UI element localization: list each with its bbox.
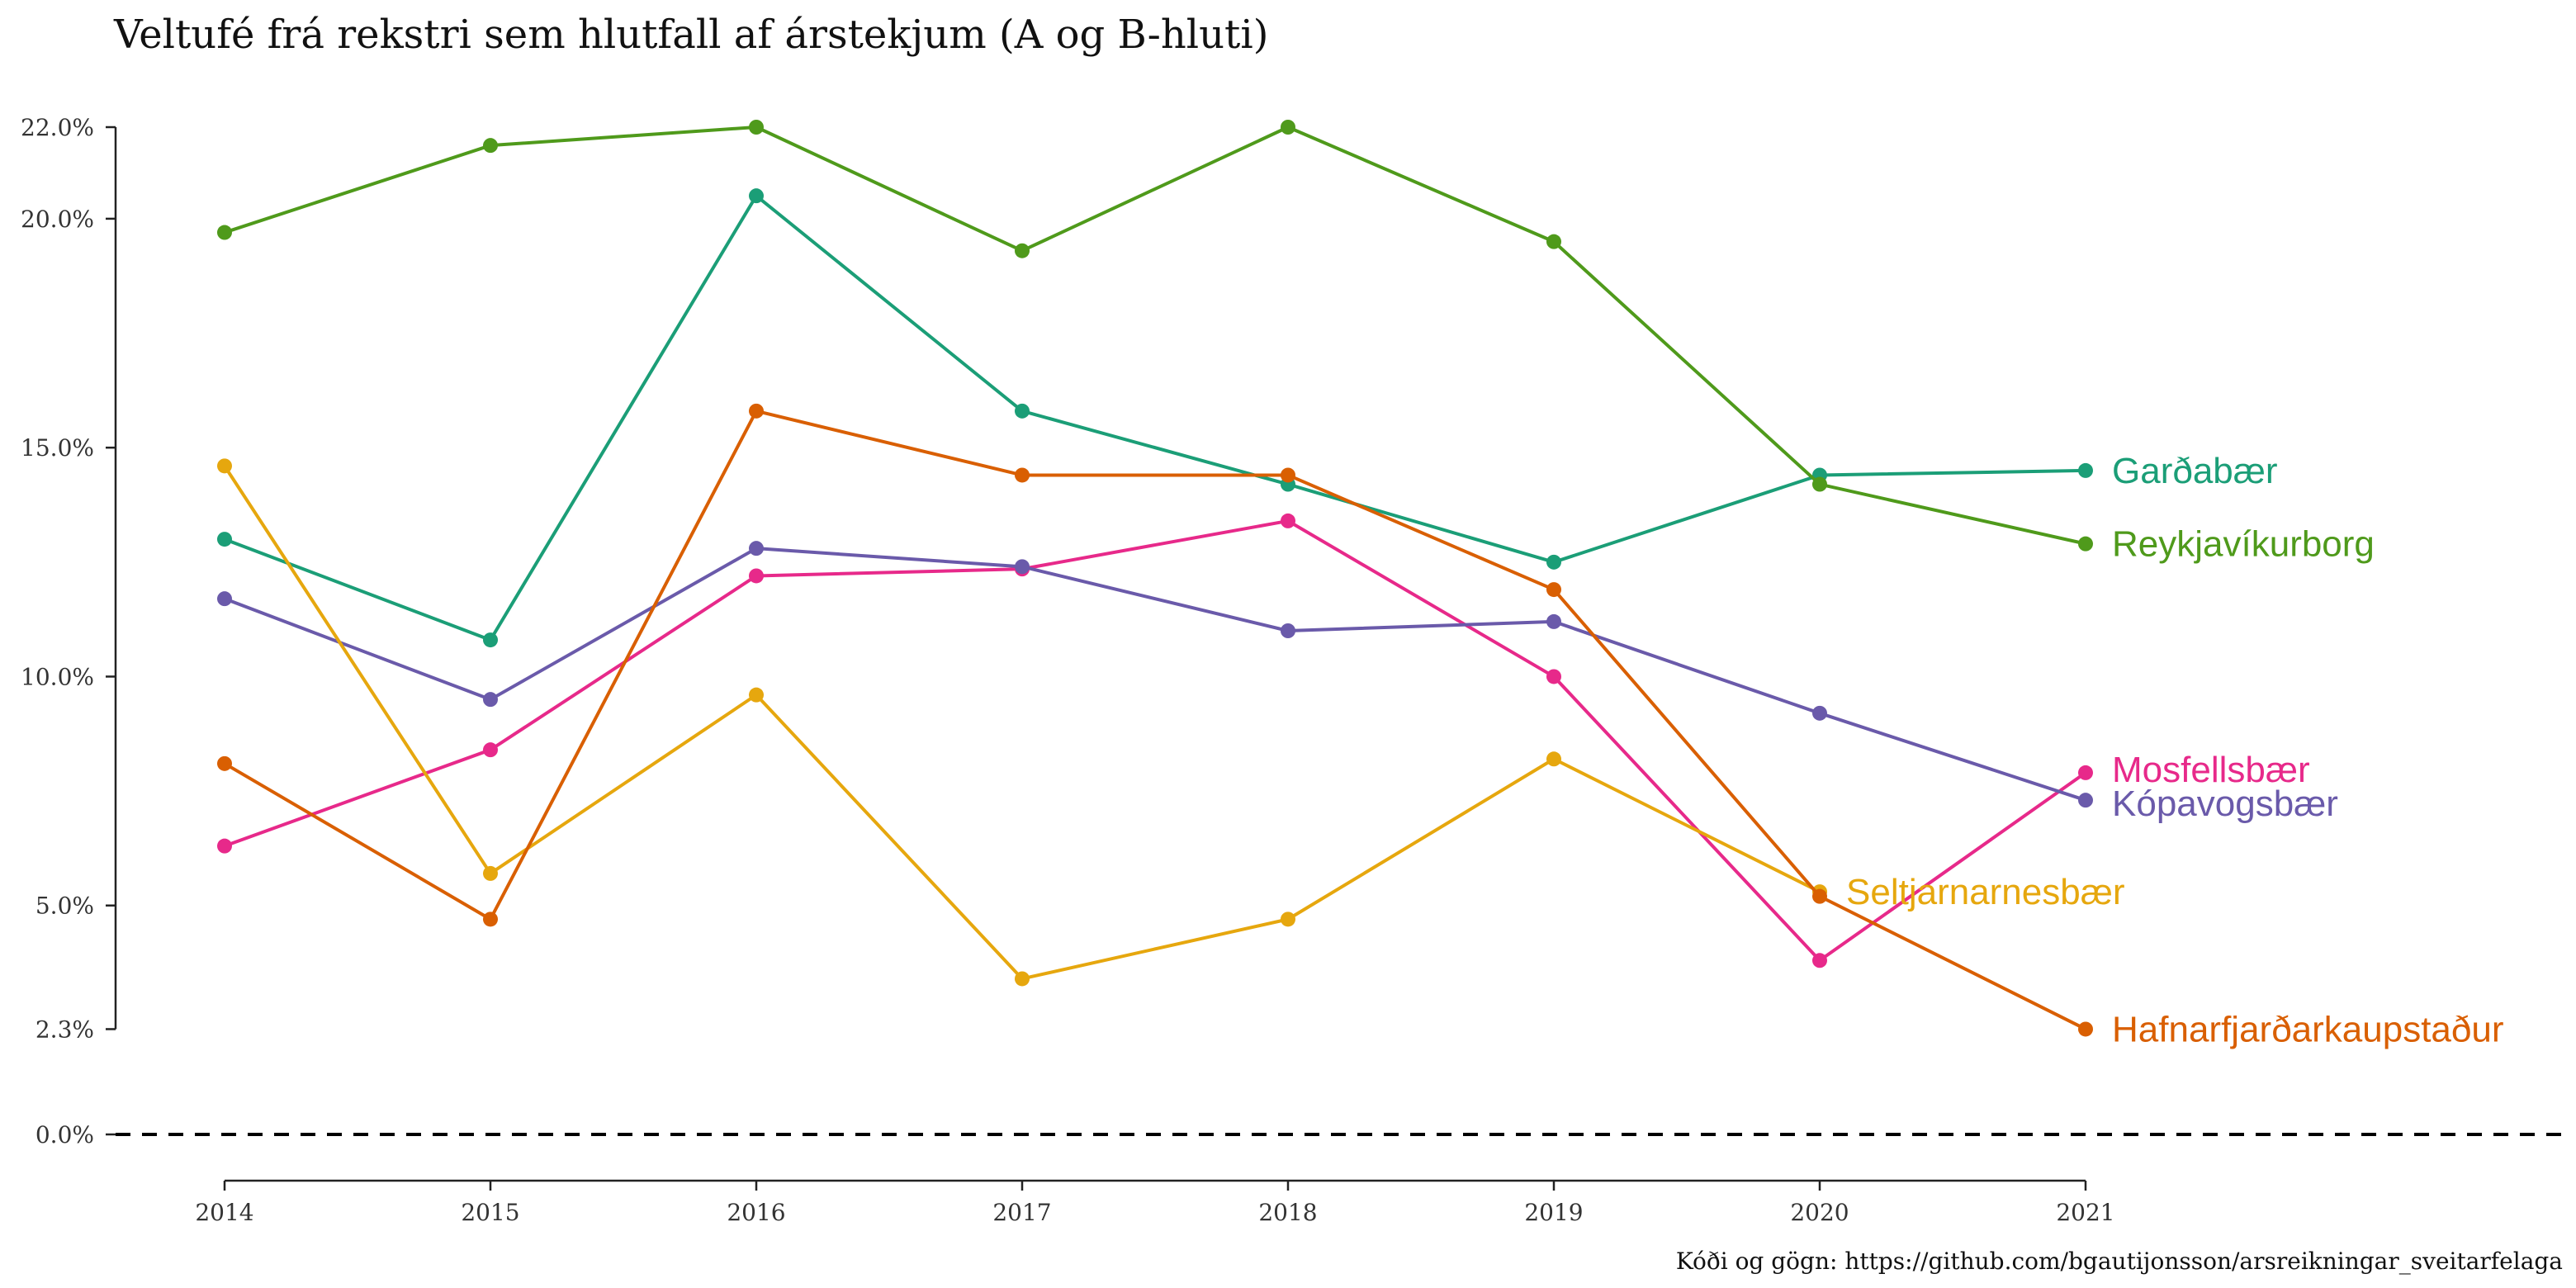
- x-tick-label: 2019: [1524, 1199, 1583, 1226]
- series-label: Seltjarnarnesbær: [1846, 872, 2125, 912]
- series-label: Kópavogsbær: [2112, 784, 2338, 824]
- x-tick-label: 2021: [2056, 1199, 2114, 1226]
- data-point: [1015, 243, 1030, 258]
- series-3: Kópavogsbær: [217, 541, 2338, 824]
- x-tick-label: 2015: [461, 1199, 519, 1226]
- data-point: [1546, 751, 1561, 767]
- data-point: [2078, 1021, 2093, 1037]
- plot-area: Garðabær Reykjavíkurborg MosfellsbærKópavo…: [116, 120, 2561, 1136]
- data-point: [2078, 462, 2093, 478]
- data-point: [1812, 888, 1827, 904]
- data-point: [217, 838, 232, 854]
- data-point: [749, 541, 764, 556]
- series-5: Hafnarfjarðarkaupstaður: [217, 403, 2503, 1049]
- data-point: [217, 458, 232, 474]
- series-4: Seltjarnarnesbær: [217, 458, 2125, 987]
- series-label: Mosfellsbær: [2112, 750, 2310, 790]
- data-point: [483, 865, 498, 881]
- x-tick-label: 2016: [727, 1199, 785, 1226]
- series-label: Hafnarfjarðarkaupstaður: [2112, 1009, 2503, 1049]
- data-point: [1281, 623, 1295, 638]
- data-point: [1546, 554, 1561, 570]
- series-line: [224, 519, 2087, 963]
- data-point: [749, 188, 764, 204]
- data-point: [1546, 669, 1561, 684]
- data-point: [2078, 765, 2093, 780]
- series-line: [223, 409, 2086, 1031]
- data-point: [1281, 912, 1295, 927]
- data-point: [1546, 582, 1561, 598]
- series-line: [224, 547, 2086, 803]
- series-line: [224, 125, 2086, 546]
- x-tick-label: 2020: [1790, 1199, 1849, 1226]
- data-point: [217, 532, 232, 547]
- series-label: Reykjavíkurborg: [2112, 524, 2375, 565]
- series-line: [224, 194, 2086, 642]
- data-point: [749, 120, 764, 135]
- y-tick-label: 2.3%: [36, 1016, 94, 1043]
- data-point: [749, 403, 764, 419]
- data-point: [217, 591, 232, 607]
- data-point: [1015, 559, 1030, 575]
- y-tick-label: 20.0%: [21, 206, 94, 233]
- data-point: [1015, 971, 1030, 987]
- series-label: Garðabær: [2112, 451, 2278, 491]
- data-point: [1812, 476, 1827, 492]
- y-tick-label: 15.0%: [21, 434, 94, 462]
- data-point: [483, 138, 498, 154]
- chart-caption: Kóði og gögn: https://github.com/bgautij…: [1676, 1248, 2563, 1275]
- data-point: [1281, 467, 1295, 483]
- data-point: [2078, 793, 2093, 808]
- data-point: [483, 912, 498, 927]
- data-point: [483, 692, 498, 708]
- data-point: [1546, 613, 1561, 629]
- data-point: [483, 632, 498, 648]
- data-point: [749, 568, 764, 584]
- x-tick-label: 2014: [195, 1199, 253, 1226]
- axes: 0.0% 2.3% 5.0% 10.0% 15.0% 20.0% 22.0% 2014 2015…: [21, 114, 2115, 1226]
- data-point: [483, 742, 498, 758]
- y-tick-label: 0.0%: [36, 1121, 94, 1148]
- data-point: [1812, 705, 1827, 721]
- data-point: [1812, 953, 1827, 968]
- x-tick-label: 2018: [1258, 1199, 1317, 1226]
- data-point: [1015, 403, 1030, 419]
- data-point: [1015, 467, 1030, 483]
- data-point: [1546, 234, 1561, 249]
- series-2: Mosfellsbær: [217, 513, 2310, 968]
- y-tick-label: 10.0%: [21, 663, 94, 690]
- series-0: Garðabær: [217, 188, 2278, 648]
- x-tick-label: 2017: [992, 1199, 1051, 1226]
- data-point: [217, 755, 232, 771]
- data-point: [217, 225, 232, 240]
- data-point: [1281, 120, 1295, 135]
- chart-title: Veltufé frá rekstri sem hlutfall af árst…: [113, 12, 1268, 58]
- data-point: [2078, 536, 2093, 552]
- data-point: [1281, 513, 1295, 528]
- data-point: [749, 687, 764, 703]
- series-1: Reykjavíkurborg: [217, 120, 2375, 565]
- y-tick-label: 5.0%: [36, 893, 94, 920]
- y-tick-label: 22.0%: [21, 114, 94, 141]
